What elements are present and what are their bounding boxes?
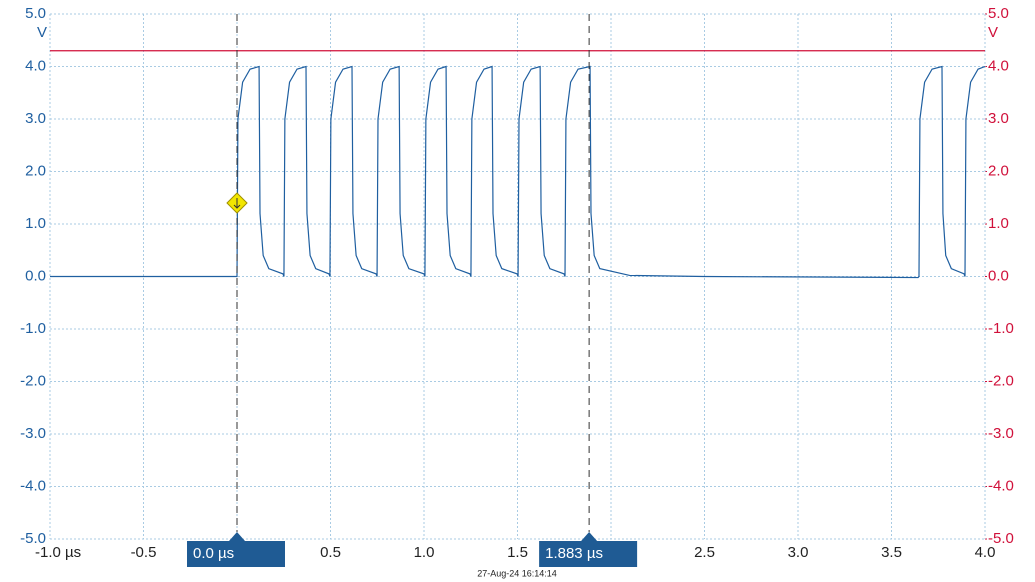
x-tick-label: -1.0 µs: [35, 544, 81, 561]
cursor-handle: [539, 532, 638, 567]
x-tick-label: 2.5: [694, 544, 715, 561]
cursor-label: 0.0 µs: [193, 545, 234, 562]
y-tick-label: -3.0: [20, 425, 46, 442]
y2-tick-label: 4.0: [988, 57, 1009, 74]
y2-tick-label: 1.0: [988, 215, 1009, 232]
cursor-handle: [187, 532, 285, 567]
x-tick-label: 0.5: [320, 544, 341, 561]
y-tick-label: 5.0: [25, 5, 46, 22]
x-tick-label: -0.5: [131, 544, 157, 561]
y-tick-label: 3.0: [25, 110, 46, 127]
x-tick-label: 3.5: [881, 544, 902, 561]
y-tick-label: -2.0: [20, 372, 46, 389]
x-tick-label: 4.0: [975, 544, 996, 561]
trigger-icon: [233, 198, 241, 209]
y2-tick-label: -1.0: [988, 320, 1014, 337]
y2-tick-label: 0.0: [988, 267, 1009, 284]
series-line: [50, 65, 986, 279]
y2-tick-label: 5.0: [988, 5, 1009, 22]
y-tick-label: 0.0: [25, 267, 46, 284]
y-unit: V: [37, 24, 47, 41]
y-tick-label: 1.0: [25, 215, 46, 232]
x-tick-label: 1.0: [414, 544, 435, 561]
y-tick-label: 2.0: [25, 162, 46, 179]
y-tick-label: -1.0: [20, 320, 46, 337]
y-tick-label: -4.0: [20, 477, 46, 494]
y2-tick-label: 2.0: [988, 162, 1009, 179]
y2-tick-label: 3.0: [988, 110, 1009, 127]
y2-tick-label: -5.0: [988, 530, 1014, 547]
timestamp: 27-Aug-24 16:14:14: [477, 568, 557, 578]
cursor-label: 1.883 µs: [545, 545, 603, 562]
y2-tick-label: -4.0: [988, 477, 1014, 494]
y2-tick-label: -2.0: [988, 372, 1014, 389]
x-tick-label: 1.5: [507, 544, 528, 561]
y2-unit: V: [988, 24, 998, 41]
y-tick-label: 4.0: [25, 57, 46, 74]
y-tick-label: -5.0: [20, 530, 46, 547]
y2-tick-label: -3.0: [988, 425, 1014, 442]
x-tick-label: 3.0: [788, 544, 809, 561]
